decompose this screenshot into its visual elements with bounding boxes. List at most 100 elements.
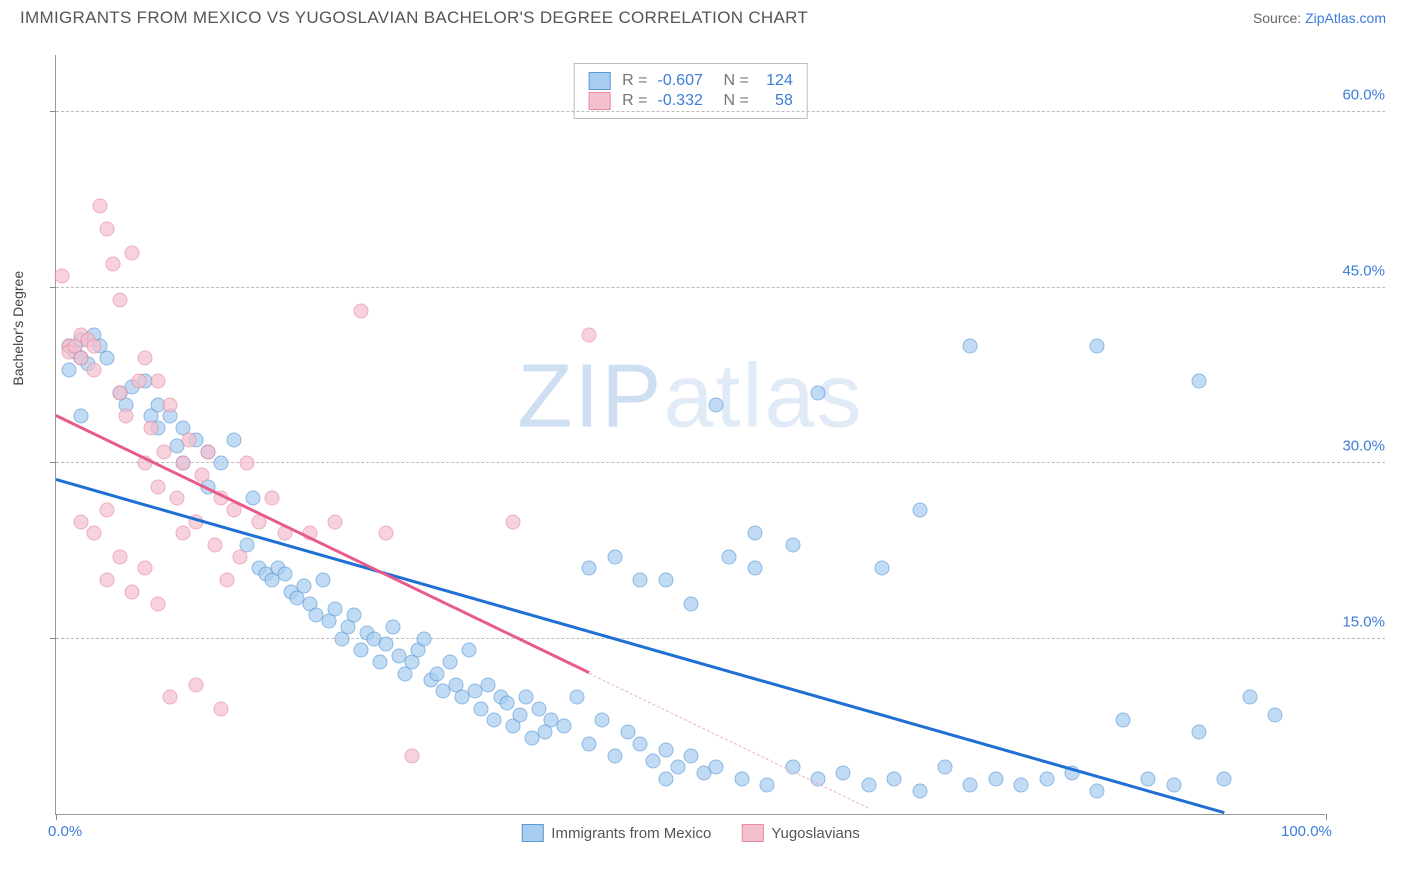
r-value: -0.607 [658, 72, 712, 90]
y-tick-label: 15.0% [1342, 613, 1385, 630]
data-point [169, 491, 184, 506]
gridline [56, 638, 1385, 639]
scatter-chart: Bachelor's Degree ZIPatlas R =-0.607N =1… [55, 55, 1325, 815]
gridline [56, 111, 1385, 112]
data-point [442, 655, 457, 670]
data-point [1217, 771, 1232, 786]
data-point [658, 573, 673, 588]
data-point [1192, 374, 1207, 389]
data-point [582, 327, 597, 342]
r-value: -0.332 [658, 92, 712, 110]
watermark-sub: atlas [663, 346, 863, 446]
data-point [156, 444, 171, 459]
data-point [658, 771, 673, 786]
data-point [353, 643, 368, 658]
y-tick-label: 30.0% [1342, 438, 1385, 455]
data-point [474, 701, 489, 716]
data-point [131, 374, 146, 389]
data-point [1115, 713, 1130, 728]
data-point [861, 777, 876, 792]
source-prefix: Source: [1253, 10, 1305, 26]
data-point [144, 421, 159, 436]
data-point [557, 719, 572, 734]
data-point [150, 596, 165, 611]
data-point [277, 567, 292, 582]
data-point [988, 771, 1003, 786]
data-point [620, 725, 635, 740]
data-point [417, 631, 432, 646]
data-point [480, 678, 495, 693]
n-label: N = [724, 92, 749, 110]
y-tick-label: 60.0% [1342, 87, 1385, 104]
data-point [176, 456, 191, 471]
series-name: Immigrants from Mexico [551, 825, 711, 842]
data-point [1090, 783, 1105, 798]
data-point [379, 637, 394, 652]
data-point [328, 514, 343, 529]
data-point [125, 245, 140, 260]
data-point [125, 584, 140, 599]
n-value: 58 [759, 92, 793, 110]
data-point [1141, 771, 1156, 786]
data-point [245, 491, 260, 506]
legend-row: R =-0.607N =124 [588, 72, 793, 90]
data-point [239, 456, 254, 471]
data-point [118, 409, 133, 424]
data-point [226, 432, 241, 447]
r-label: R = [622, 92, 647, 110]
data-point [315, 573, 330, 588]
data-point [264, 491, 279, 506]
data-point [461, 643, 476, 658]
y-tick-label: 45.0% [1342, 262, 1385, 279]
data-point [1268, 707, 1283, 722]
data-point [747, 526, 762, 541]
data-point [61, 362, 76, 377]
data-point [207, 538, 222, 553]
data-point [150, 374, 165, 389]
data-point [99, 351, 114, 366]
data-point [963, 339, 978, 354]
n-value: 124 [759, 72, 793, 90]
data-point [582, 736, 597, 751]
series-legend: Immigrants from Mexico Yugoslavians [521, 824, 859, 842]
data-point [214, 456, 229, 471]
y-axis-title: Bachelor's Degree [10, 270, 26, 385]
data-point [1014, 777, 1029, 792]
data-point [512, 707, 527, 722]
series-name: Yugoslavians [771, 825, 859, 842]
data-point [518, 690, 533, 705]
data-point [785, 538, 800, 553]
data-point [74, 409, 89, 424]
data-point [112, 549, 127, 564]
data-point [811, 386, 826, 401]
gridline [56, 287, 1385, 288]
data-point [74, 514, 89, 529]
x-tick-label: 0.0% [48, 823, 82, 840]
data-point [684, 596, 699, 611]
data-point [1242, 690, 1257, 705]
data-point [385, 619, 400, 634]
data-point [963, 777, 978, 792]
data-point [912, 503, 927, 518]
data-point [404, 748, 419, 763]
data-point [1039, 771, 1054, 786]
source-link[interactable]: ZipAtlas.com [1305, 10, 1386, 26]
gridline [56, 462, 1385, 463]
data-point [569, 690, 584, 705]
data-point [709, 760, 724, 775]
chart-title: IMMIGRANTS FROM MEXICO VS YUGOSLAVIAN BA… [20, 8, 808, 28]
trend-line [55, 414, 589, 673]
data-point [379, 526, 394, 541]
data-point [201, 444, 216, 459]
data-point [645, 754, 660, 769]
data-point [188, 678, 203, 693]
data-point [671, 760, 686, 775]
data-point [874, 561, 889, 576]
series-legend-item: Immigrants from Mexico [521, 824, 711, 842]
x-tick-label: 100.0% [1281, 823, 1332, 840]
data-point [137, 561, 152, 576]
data-point [582, 561, 597, 576]
data-point [163, 397, 178, 412]
data-point [233, 549, 248, 564]
data-point [176, 526, 191, 541]
